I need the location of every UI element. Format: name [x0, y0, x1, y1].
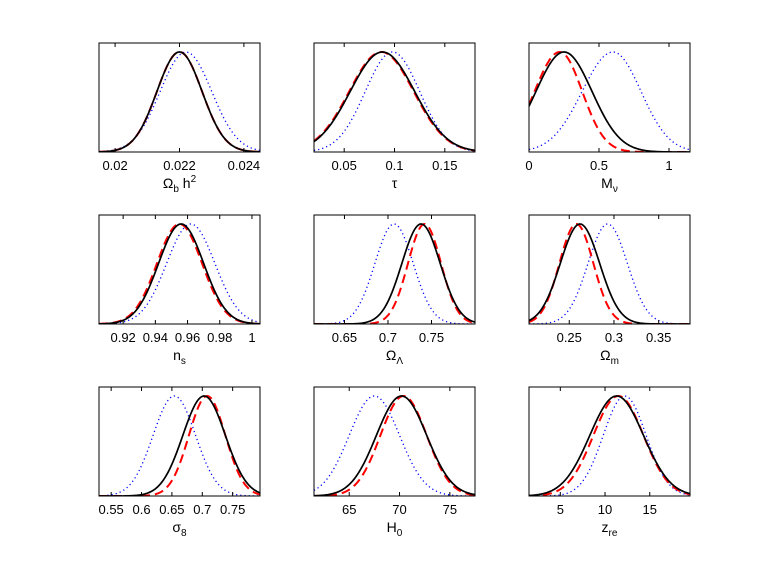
x-tick-label: 0.15 [432, 158, 457, 173]
x-tick-label: 0.65 [332, 330, 357, 345]
panel-4: 0.92 0.94 0.96 0.98 1 ns [98, 214, 261, 367]
panel-1: 0.02 0.022 0.024 Ωb h2 [98, 42, 261, 195]
panel-6: 0.25 0.3 0.35 Ωm [528, 214, 691, 367]
curve-solid-black [314, 395, 475, 496]
x-tick-label: 15 [643, 502, 657, 517]
curve-dashed-red [529, 222, 690, 324]
x-tick-label: 1 [248, 330, 255, 345]
curve-solid-black [529, 395, 690, 496]
x-tick-label: 0.75 [220, 502, 245, 517]
curve-solid-black [529, 51, 690, 152]
curve-dotted-blue [99, 395, 260, 496]
x-tick-label: 0.92 [110, 330, 135, 345]
panel-9: 5 10 15 zre [528, 386, 691, 539]
panel-8: 65 70 75 H0 [313, 386, 476, 539]
x-axis-label: σ8 [172, 519, 187, 539]
x-axis-label: ΩΛ [386, 347, 403, 367]
x-axis-label: Ωm [600, 347, 619, 367]
x-tick-label: 0.02 [102, 158, 127, 173]
x-tick-label: 0.96 [175, 330, 200, 345]
curve-dotted-blue [99, 223, 260, 324]
panel-7: 0.55 0.6 0.65 0.7 0.75 σ8 [98, 386, 261, 539]
curve-dashed-red [314, 394, 475, 496]
panel-2: 0.05 0.1 0.15 τ [313, 42, 476, 191]
x-axis-label: τ [392, 175, 398, 191]
x-tick-label: 0 [525, 158, 532, 173]
x-tick-label: 0.7 [379, 330, 397, 345]
curve-dotted-blue [314, 51, 475, 152]
x-tick-label: 0.6 [132, 502, 150, 517]
curve-dashed-red [529, 50, 690, 152]
x-tick-label: 70 [392, 502, 406, 517]
x-tick-label: 0.7 [193, 502, 211, 517]
curve-solid-black [99, 51, 260, 152]
x-axis-label: Mν [601, 175, 618, 195]
x-tick-label: 10 [598, 502, 612, 517]
curve-dotted-blue [99, 51, 260, 152]
x-axis-label: Ωb h2 [163, 174, 197, 195]
curve-solid-black [99, 223, 260, 324]
panel-frame [98, 214, 261, 325]
x-axis-label: zre [602, 519, 618, 539]
curve-solid-black [99, 395, 260, 496]
panel-3: 0 0.5 1 Mν [525, 42, 691, 195]
curve-dotted-blue [314, 395, 475, 496]
curve-dashed-red [99, 222, 260, 324]
panel-frame [528, 386, 691, 497]
x-tick-label: 0.35 [646, 330, 671, 345]
x-tick-label: 0.94 [143, 330, 168, 345]
panel-5: 0.65 0.7 0.75 ΩΛ [313, 214, 476, 367]
x-tick-label: 0.98 [207, 330, 232, 345]
panel-frame [98, 42, 261, 153]
x-tick-label: 5 [557, 502, 564, 517]
curve-dashed-red [99, 50, 260, 152]
x-tick-label: 0.55 [98, 502, 123, 517]
curve-dotted-blue [529, 395, 690, 496]
curve-dotted-blue [314, 223, 475, 324]
curve-dotted-blue [529, 223, 690, 324]
panel-frame [528, 42, 691, 153]
curve-dashed-red [529, 394, 690, 496]
x-tick-label: 0.1 [385, 158, 403, 173]
panel-frame [98, 386, 261, 497]
x-tick-label: 0.022 [163, 158, 196, 173]
x-tick-label: 0.25 [557, 330, 582, 345]
x-axis-label: ns [173, 347, 186, 367]
x-tick-label: 1 [665, 158, 672, 173]
panel-frame [313, 386, 476, 497]
x-tick-label: 0.75 [419, 330, 444, 345]
x-tick-label: 0.05 [332, 158, 357, 173]
curve-solid-black [314, 223, 475, 324]
curve-dashed-red [99, 395, 260, 496]
x-axis-label: H0 [387, 519, 403, 539]
x-tick-label: 0.3 [605, 330, 623, 345]
x-tick-label: 0.024 [228, 158, 261, 173]
x-tick-label: 0.5 [590, 158, 608, 173]
x-tick-label: 75 [443, 502, 457, 517]
x-tick-label: 65 [342, 502, 356, 517]
panel-frame [313, 214, 476, 325]
curve-solid-black [314, 51, 475, 152]
curve-dotted-blue [529, 51, 690, 151]
panel-frame [528, 214, 691, 325]
curve-dashed-red [314, 50, 475, 152]
curve-dashed-red [314, 223, 475, 324]
x-tick-label: 0.65 [159, 502, 184, 517]
